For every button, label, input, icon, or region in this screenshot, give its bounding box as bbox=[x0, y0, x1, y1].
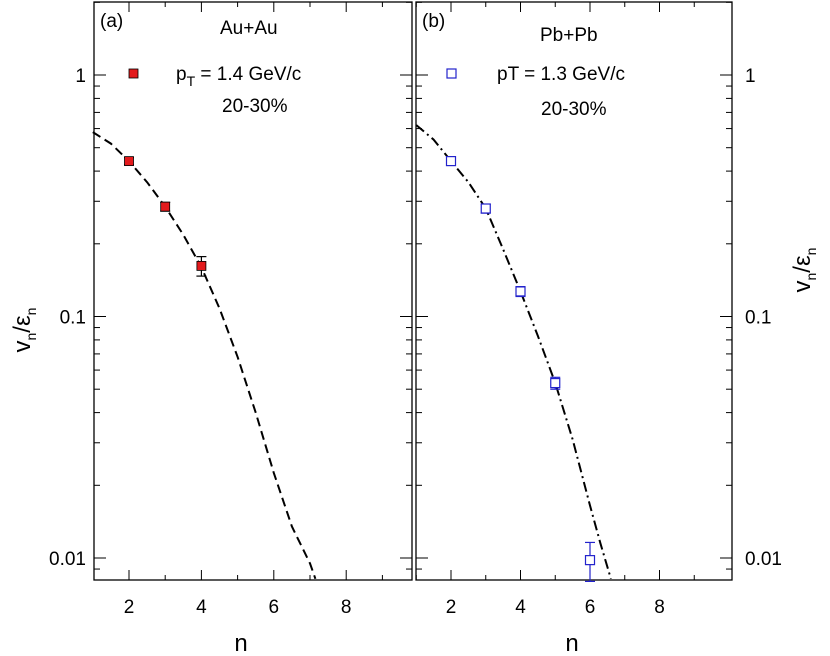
panel-a-xtick-label: 4 bbox=[196, 597, 207, 618]
x-axis-title-b: n bbox=[565, 630, 578, 656]
plot-layer: 2 4 6 8 0.01 0.1 1 2 4 6 8 0.01 0.1 1 bbox=[49, 1, 782, 618]
x-axis-title-a: n bbox=[234, 630, 247, 656]
y-tick-label-left: 0.01 bbox=[49, 549, 86, 570]
panel-a-xtick-label: 6 bbox=[269, 597, 280, 618]
panel-b-xtick-label: 6 bbox=[585, 597, 596, 618]
panel-a-fit-curve bbox=[92, 131, 317, 580]
panel-b-data-point bbox=[445, 156, 457, 167]
panel-b-data-point bbox=[584, 555, 596, 566]
panel-a-data-point bbox=[196, 261, 207, 271]
panel-a-pt-text: pT = 1.4 GeV/c bbox=[176, 64, 301, 89]
panel-b-legend-marker bbox=[446, 68, 457, 79]
panel-a-system: Au+Au bbox=[220, 18, 278, 39]
y-tick-label-left: 0.1 bbox=[60, 308, 86, 329]
panel-b-fit-curve bbox=[415, 124, 612, 580]
panel-b-system: Pb+Pb bbox=[540, 25, 598, 46]
panel-a-legend-marker bbox=[128, 68, 139, 79]
panel-b-data-point bbox=[515, 286, 526, 297]
y-tick-label-right: 0.01 bbox=[745, 549, 782, 570]
panel-a-data-point bbox=[160, 201, 171, 212]
y-axis-title-left: vn/εn bbox=[9, 308, 39, 353]
panel-b-data-point bbox=[480, 203, 491, 214]
panel-a-label: (a) bbox=[100, 11, 123, 32]
panel-a-centrality: 20-30% bbox=[222, 96, 288, 117]
panel-b-xtick-label: 4 bbox=[515, 597, 526, 618]
panel-a-xtick-label: 8 bbox=[341, 597, 352, 618]
panel-b-xtick-label: 2 bbox=[446, 597, 457, 618]
panel-b-data-point bbox=[550, 377, 561, 389]
panel-b-pt-text: pT = 1.3 GeV/c bbox=[497, 64, 625, 85]
panel-b-centrality: 20-30% bbox=[541, 99, 607, 120]
y-tick-label-right: 0.1 bbox=[745, 308, 771, 329]
panel-b-frame bbox=[415, 1, 733, 581]
y-tick-label-left: 1 bbox=[75, 66, 86, 87]
panel-a-xtick-label: 2 bbox=[124, 597, 135, 618]
panel-b-xtick-label: 8 bbox=[654, 597, 665, 618]
panel-b-label: (b) bbox=[422, 11, 445, 32]
y-tick-label-right: 1 bbox=[745, 66, 756, 87]
panel-a-frame bbox=[93, 1, 413, 581]
panel-a-data-point bbox=[124, 156, 134, 167]
y-axis-title-right: vn/εn bbox=[789, 248, 819, 293]
